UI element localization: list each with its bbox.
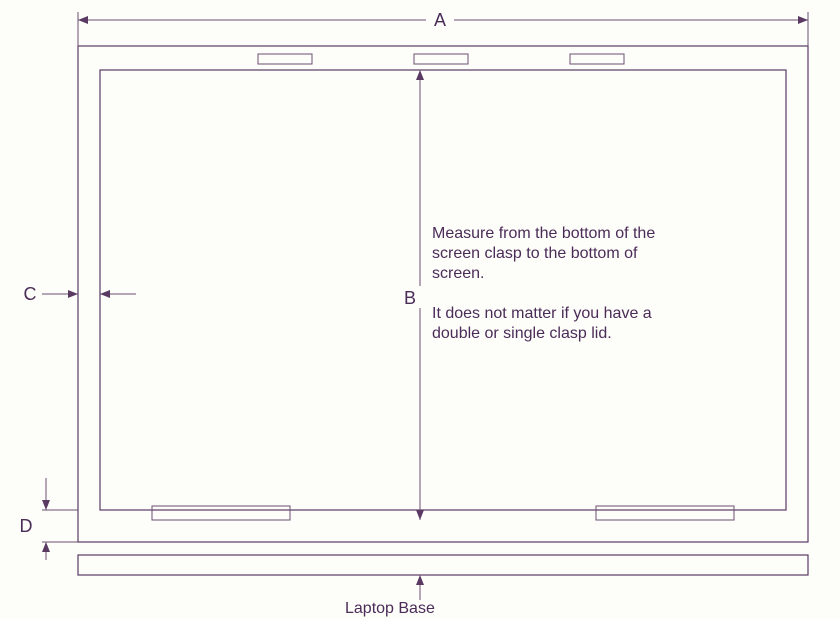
note-line-5: double or single clasp lid. (432, 325, 612, 342)
dim-a-arrow-right (798, 16, 808, 24)
base-pointer-arrow (416, 575, 424, 585)
dim-a-label: A (434, 10, 446, 30)
hinge-1 (596, 506, 734, 520)
dim-d-label: D (20, 516, 33, 536)
dim-d-arrow-bot (42, 542, 50, 552)
base-bar-rect (78, 555, 808, 575)
dim-d-arrow-top (42, 500, 50, 510)
dim-b-arrow-bot (416, 510, 424, 520)
note-line-1: screen clasp to the bottom of (432, 245, 638, 262)
dim-c-label: C (24, 284, 37, 304)
dim-b-label: B (404, 288, 416, 308)
top-clasp-0 (258, 54, 312, 64)
top-clasp-1 (414, 54, 468, 64)
dim-c-arrow-in (100, 290, 110, 298)
screen-inner-rect (100, 70, 786, 510)
note-line-0: Measure from the bottom of the (432, 225, 655, 242)
dim-b-arrow-top (416, 70, 424, 80)
top-clasp-2 (570, 54, 624, 64)
hinge-0 (152, 506, 290, 520)
dim-c-arrow-out (68, 290, 78, 298)
note-line-2: screen. (432, 265, 484, 282)
lid-outer-rect (78, 46, 808, 542)
note-line-4: It does not matter if you have a (432, 305, 652, 322)
dim-a-arrow-left (78, 16, 88, 24)
base-label: Laptop Base (345, 600, 435, 617)
